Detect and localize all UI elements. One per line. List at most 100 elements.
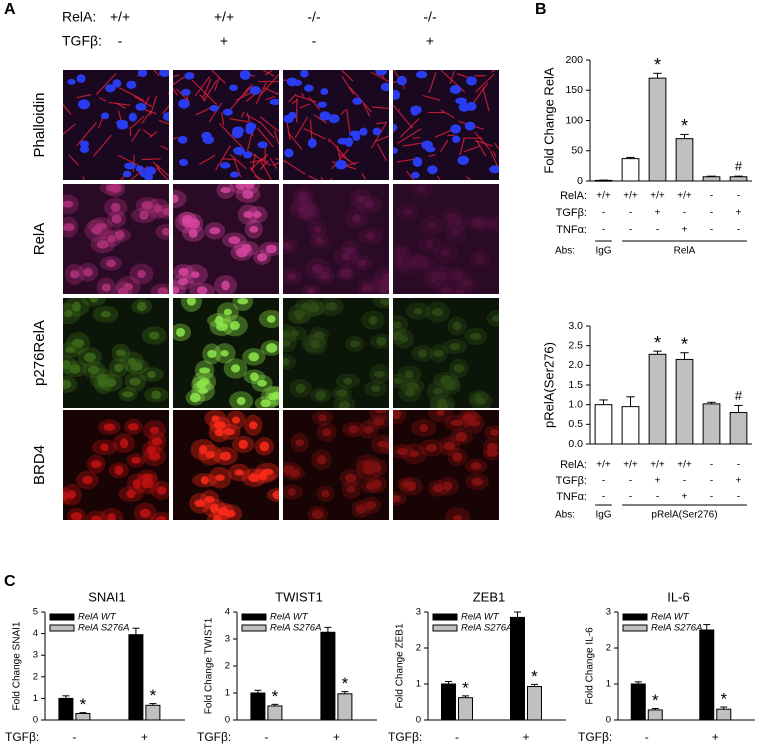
nucleus: [436, 410, 445, 416]
nucleus: [455, 97, 468, 105]
nucleus: [365, 232, 376, 240]
nucleus: [372, 127, 382, 136]
nucleus: [126, 489, 136, 499]
nucleus: [113, 363, 124, 373]
nucleus: [395, 256, 404, 267]
chart-title: IL-6: [667, 589, 689, 604]
nucleus: [283, 114, 294, 123]
condition-value: -: [710, 191, 713, 202]
bar: [702, 403, 721, 445]
nucleus: [63, 379, 72, 389]
nucleus: [469, 332, 482, 340]
bar: [647, 709, 663, 721]
significance-mark: *: [150, 686, 157, 705]
nucleus: [181, 88, 191, 96]
nucleus: [325, 302, 338, 311]
bar: [675, 358, 694, 445]
actin-fiber: [265, 95, 276, 101]
nucleus: [433, 349, 445, 357]
nucleus: [96, 240, 109, 249]
nucleus: [298, 191, 309, 202]
micrograph: [173, 410, 279, 520]
nucleus: [320, 88, 329, 95]
nucleus: [238, 439, 248, 450]
nucleus: [148, 451, 161, 461]
nucleus: [91, 226, 102, 235]
nucleus: [248, 473, 260, 483]
nucleus: [471, 477, 483, 486]
nucleus: [393, 147, 398, 154]
legend-label: RelA S276A: [78, 623, 129, 634]
bar: [648, 77, 667, 182]
nucleus: [283, 357, 290, 366]
nucleus: [474, 393, 483, 403]
nucleus: [410, 105, 422, 115]
nucleus: [176, 327, 186, 337]
nucleus: [458, 102, 471, 112]
nucleus: [194, 499, 206, 507]
actin-fiber: [474, 131, 491, 151]
nucleus: [173, 194, 179, 204]
nucleus: [321, 489, 330, 498]
significance-mark: #: [735, 159, 743, 174]
nucleus: [257, 141, 268, 149]
nucleus: [126, 80, 137, 90]
nucleus: [211, 415, 220, 422]
panel-label: B: [535, 1, 547, 18]
nucleus: [357, 259, 367, 267]
micrograph: [393, 184, 499, 294]
nucleus: [456, 289, 465, 294]
legend-swatch: [49, 613, 75, 621]
nucleus: [272, 490, 279, 500]
nucleus: [352, 214, 361, 224]
bar: [729, 412, 748, 445]
row-header-value: +/+: [214, 9, 234, 25]
cells: [173, 184, 279, 294]
bar: [716, 708, 732, 721]
panel-label: A: [4, 1, 16, 18]
condition-value: +: [736, 476, 742, 487]
nucleus: [220, 187, 231, 194]
nucleus: [231, 129, 243, 139]
nucleus: [162, 207, 169, 216]
nucleus: [237, 298, 249, 305]
nucleus: [328, 114, 340, 124]
nucleus: [417, 185, 427, 192]
y-tick-label: 4: [33, 628, 38, 639]
y-tick-label: 0: [33, 715, 38, 726]
nucleus: [341, 253, 350, 261]
nucleus: [415, 70, 428, 79]
nucleus: [107, 234, 116, 243]
nucleus: [199, 444, 208, 455]
actin-fiber: [233, 159, 242, 178]
nucleus: [209, 227, 221, 235]
nucleus: [307, 287, 316, 294]
y-tick-label: 1: [225, 688, 230, 699]
nucleus: [468, 420, 481, 427]
nucleus: [132, 479, 141, 489]
actin-fiber: [269, 157, 278, 169]
significance-mark: *: [272, 687, 279, 706]
nucleus: [242, 189, 254, 199]
actin-fiber: [132, 154, 135, 172]
nucleus: [440, 286, 452, 294]
nucleus: [129, 377, 141, 386]
legend-label: RelA WT: [270, 612, 309, 623]
nucleus: [189, 392, 201, 403]
actin-fiber: [259, 120, 275, 139]
actin-fiber: [131, 128, 141, 142]
bar: [267, 705, 283, 721]
nucleus: [452, 514, 463, 520]
actin-fiber: [440, 109, 455, 119]
bar: [457, 697, 473, 721]
nucleus: [440, 249, 451, 257]
nucleus: [256, 253, 268, 262]
nucleus: [200, 476, 209, 485]
condition-label: TNFα:: [556, 224, 587, 236]
legend-swatch: [432, 613, 458, 621]
nucleus: [178, 99, 190, 109]
actin-fiber: [246, 130, 253, 151]
nucleus: [190, 271, 200, 279]
nucleus: [475, 254, 485, 264]
nucleus: [363, 425, 374, 434]
